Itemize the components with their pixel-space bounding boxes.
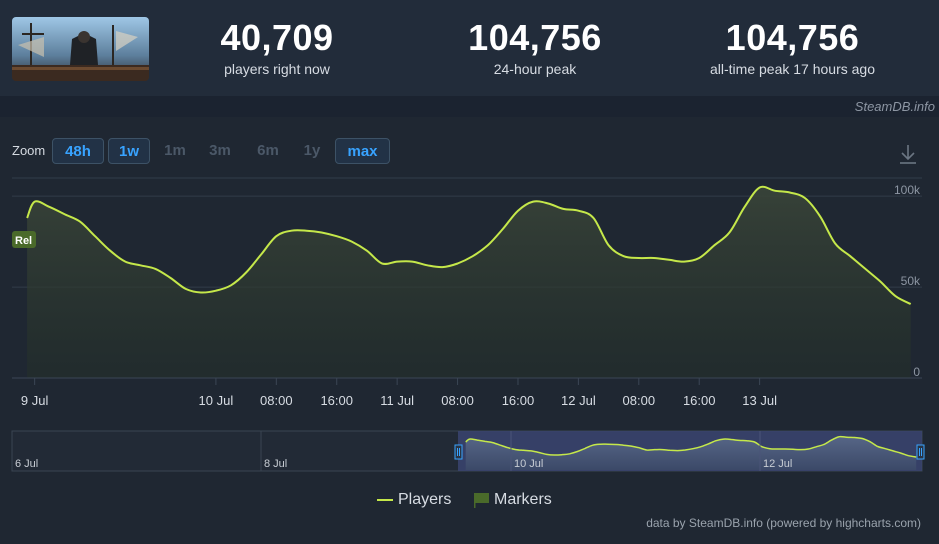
release-marker[interactable]: Rel	[12, 231, 36, 248]
navigator-area	[465, 436, 917, 470]
day-peak-stat: 104,756 24-hour peak	[450, 17, 620, 78]
y-tick-label: 50k	[901, 274, 921, 288]
day-peak-label: 24-hour peak	[493, 61, 577, 77]
game-artwork-icon	[12, 17, 149, 81]
current-players-label: players right now	[224, 61, 330, 77]
flag-icon	[474, 492, 489, 508]
navigator-label: 10 Jul	[514, 458, 543, 470]
zoom-max-button[interactable]: max	[335, 138, 390, 164]
x-tick-label: 11 Jul	[380, 393, 414, 408]
y-tick-label: 100k	[894, 183, 921, 197]
x-tick-label: 08:00	[260, 393, 293, 408]
zoom-1y-button[interactable]: 1y	[303, 142, 321, 159]
stats-header: 40,709 players right now 104,756 24-hour…	[0, 0, 939, 96]
chart-legend: Players Markers	[0, 491, 939, 511]
zoom-1w-button[interactable]: 1w	[108, 138, 150, 164]
y-axis-ticks: 0 50k 100k	[894, 183, 921, 379]
players-area	[27, 186, 911, 378]
x-axis-ticks: 9 Jul 10 Jul 08:00 16:00 11 Jul 08:00 16:00 12 …	[21, 378, 777, 408]
all-time-peak-stat: 104,756 all-time peak 17 hours ago	[690, 17, 895, 78]
game-thumbnail[interactable]	[12, 17, 149, 81]
current-players-stat: 40,709 players right now	[202, 17, 352, 78]
zoom-3m-button[interactable]: 3m	[209, 142, 231, 159]
x-tick-label: 16:00	[683, 393, 716, 408]
x-tick-label: 08:00	[441, 393, 474, 408]
current-players-value: 40,709	[220, 17, 334, 58]
legend-item-markers[interactable]: Markers	[472, 491, 552, 509]
all-time-peak-value: 104,756	[725, 17, 860, 58]
legend-players-label: Players	[398, 491, 452, 508]
players-series-line[interactable]	[26, 185, 912, 305]
download-icon[interactable]	[897, 143, 919, 165]
x-tick-label: 16:00	[320, 393, 353, 408]
navigator-line	[465, 435, 917, 458]
x-tick-label: 13 Jul	[742, 393, 777, 408]
zoom-label: Zoom	[12, 143, 46, 158]
zoom-1m-button[interactable]: 1m	[164, 142, 186, 159]
x-tick-label: 16:00	[502, 393, 535, 408]
navigator-label: 12 Jul	[763, 458, 792, 470]
y-tick-label: 0	[913, 365, 920, 379]
zoom-6m-button[interactable]: 6m	[257, 142, 279, 159]
release-marker-flag	[12, 231, 36, 248]
all-time-peak-label: all-time peak 17 hours ago	[710, 61, 875, 77]
navigator-label: 8 Jul	[264, 458, 287, 470]
legend-markers-label: Markers	[494, 491, 552, 508]
navigator-label: 6 Jul	[15, 458, 38, 470]
x-tick-label: 9 Jul	[21, 393, 49, 408]
navigator-right-handle[interactable]	[916, 444, 925, 460]
x-tick-label: 08:00	[623, 393, 656, 408]
navigator-left-handle[interactable]	[454, 444, 463, 460]
release-marker-label: Rel	[15, 235, 32, 247]
zoom-48h-button[interactable]: 48h	[52, 138, 104, 164]
players-legend-swatch-icon	[377, 498, 393, 501]
x-tick-label: 10 Jul	[199, 393, 234, 408]
x-tick-label: 12 Jul	[561, 393, 596, 408]
day-peak-value: 104,756	[468, 17, 602, 58]
data-credit[interactable]: data by SteamDB.info (powered by highcha…	[646, 516, 921, 530]
legend-item-players[interactable]: Players	[377, 491, 451, 509]
steamdb-credit[interactable]: SteamDB.info	[854, 99, 935, 114]
